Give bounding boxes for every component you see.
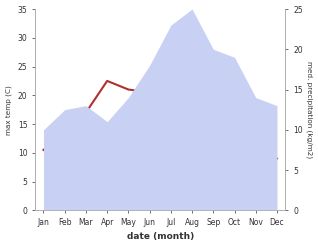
Y-axis label: max temp (C): max temp (C) <box>5 85 12 135</box>
Y-axis label: med. precipitation (kg/m2): med. precipitation (kg/m2) <box>306 61 313 158</box>
X-axis label: date (month): date (month) <box>127 232 194 242</box>
